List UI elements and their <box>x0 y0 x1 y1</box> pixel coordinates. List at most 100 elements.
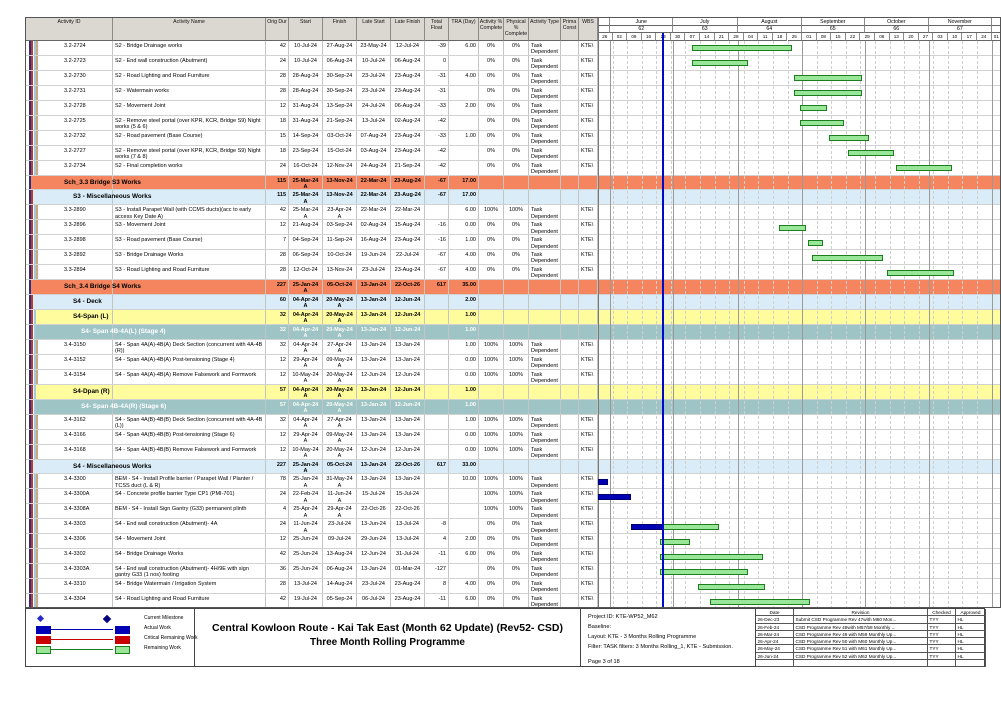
cell-dur: 60 <box>266 295 289 310</box>
band-background <box>28 280 1000 295</box>
cell-dur: 42 <box>266 205 289 220</box>
cell-type: Task Dependent <box>529 130 561 145</box>
timeline-week: 14 <box>700 33 715 41</box>
cell-phy_pct: 0% <box>504 534 529 549</box>
cell-tf: 8 <box>425 579 449 594</box>
cell-wbs: KTE\ <box>579 160 598 175</box>
cell-act_pct: 100% <box>479 504 504 519</box>
cell-dur: 42 <box>266 594 289 607</box>
wbs-level-stripe <box>33 310 36 324</box>
week-gridline <box>758 41 760 607</box>
wbs-level-stripe <box>28 594 31 607</box>
cell-dur: 24 <box>266 55 289 70</box>
cell-act_pct: 100% <box>479 429 504 444</box>
cell-prime <box>561 130 579 145</box>
cell-type: Task Dependent <box>529 594 561 607</box>
cell-late_finish: 12-Jul-24 <box>391 41 425 55</box>
cell-wbs: KTE\ <box>579 145 598 160</box>
cell-phy_pct <box>504 399 529 414</box>
cell-wbs <box>579 325 598 339</box>
cell-prime <box>561 339 579 354</box>
cell-late_start: 13-Jan-24 <box>357 429 391 444</box>
column-header-start: Start <box>289 18 323 41</box>
wbs-level-stripe <box>33 85 36 100</box>
timeline-month-July: July <box>672 18 738 26</box>
cell-wbs: KTE\ <box>579 339 598 354</box>
cell-prime <box>561 145 579 160</box>
timeline-month-June: June <box>610 18 673 26</box>
wbs-level-stripe <box>36 55 39 70</box>
wbs-level-stripe <box>31 579 34 594</box>
cell-prime <box>561 115 579 130</box>
cell-name <box>113 459 266 474</box>
timeline-week: 07 <box>685 33 701 41</box>
cell-dur: 32 <box>266 339 289 354</box>
cell-dur: 12 <box>266 100 289 115</box>
cell-type: Task Dependent <box>529 70 561 85</box>
table-row: 3.3-2890 S3 - Install Parapet Wall (with … <box>26 205 1000 221</box>
cell-phy_pct <box>504 310 529 324</box>
table-row: 3.3-2898 S3 - Road pavement (Base Course)… <box>26 235 1000 251</box>
revision-row-checked: TYY <box>928 623 956 631</box>
cell-wbs: KTE\ <box>579 549 598 564</box>
cell-type: Task Dependent <box>529 339 561 354</box>
cell-phy_pct <box>504 325 529 339</box>
cell-prime <box>561 519 579 534</box>
cell-late_finish: 23-Aug-24 <box>391 145 425 160</box>
cell-finish: 09-Jul-24 <box>323 534 357 549</box>
week-gridline <box>627 41 629 607</box>
wbs-level-stripe <box>28 235 31 250</box>
cell-finish: 05-Oct-24 <box>323 280 357 295</box>
cell-finish: 06-Aug-24 <box>323 564 357 579</box>
wbs-level-stripe <box>28 399 31 414</box>
cell-start: 14-Sep-24 <box>289 130 323 145</box>
wbs-level-stripe <box>28 354 31 369</box>
cell-act_pct: 100% <box>479 354 504 369</box>
gantt-bar-remaining <box>812 254 884 261</box>
cell-late_finish: 23-Aug-24 <box>391 235 425 250</box>
table-row: 3.3-2896 S3 - Movement Joint 12 21-Aug-24 03… <box>26 220 1000 236</box>
revision-row-approved: HL <box>956 652 986 660</box>
cell-tf: -31 <box>425 85 449 100</box>
cell-start: 25-Jan-24 A <box>289 459 323 474</box>
cell-late_start: 13-Jan-24 <box>357 325 391 339</box>
wbs-level-stripe <box>28 145 31 160</box>
cell-type: Task Dependent <box>529 55 561 70</box>
cell-name: S2 - Final completion works <box>113 160 266 175</box>
timeline-week: 28 <box>729 33 744 41</box>
cell-type: Task Dependent <box>529 474 561 489</box>
cell-wbs: KTE\ <box>579 205 598 220</box>
cell-type: Task Dependent <box>529 354 561 369</box>
cell-tra: 33.00 <box>449 459 479 474</box>
chart-gridlines <box>598 41 1000 607</box>
cell-tf: -42 <box>425 145 449 160</box>
timeline-month-num: 66 <box>864 26 930 33</box>
cell-late_start: 13-Jan-24 <box>357 295 391 310</box>
cell-wbs: KTE\ <box>579 70 598 85</box>
wbs-level-stripe <box>31 369 34 384</box>
cell-id: 3.4-3308A <box>26 504 113 519</box>
cell-start: 04-Sep-24 <box>289 235 323 250</box>
cell-late_start: 22-Mar-24 <box>357 205 391 220</box>
month-gridline <box>991 41 993 607</box>
cell-name <box>113 384 266 399</box>
cell-name: S3 - Movement Joint <box>113 220 266 235</box>
cell-prime <box>561 459 579 474</box>
cell-prime <box>561 474 579 489</box>
cell-phy_pct: 0% <box>504 130 529 145</box>
cell-late_start: 23-Jul-24 <box>357 579 391 594</box>
wbs-level-stripe <box>31 55 34 70</box>
legend-bar-line <box>51 628 113 630</box>
cell-start: 10-May-24 A <box>289 444 323 459</box>
cell-prime <box>561 534 579 549</box>
cell-start: 25-Mar-24 A <box>289 205 323 220</box>
cell-phy_pct: 0% <box>504 100 529 115</box>
wbs-level-stripe <box>28 280 31 295</box>
wbs-level-stripe <box>36 70 39 85</box>
cell-dur: 18 <box>266 115 289 130</box>
legend-bar-end <box>36 636 51 644</box>
cell-tra <box>449 145 479 160</box>
band-background <box>31 190 1000 205</box>
wbs-level-stripe <box>36 41 39 55</box>
cell-id: 3.2-2723 <box>26 55 113 70</box>
